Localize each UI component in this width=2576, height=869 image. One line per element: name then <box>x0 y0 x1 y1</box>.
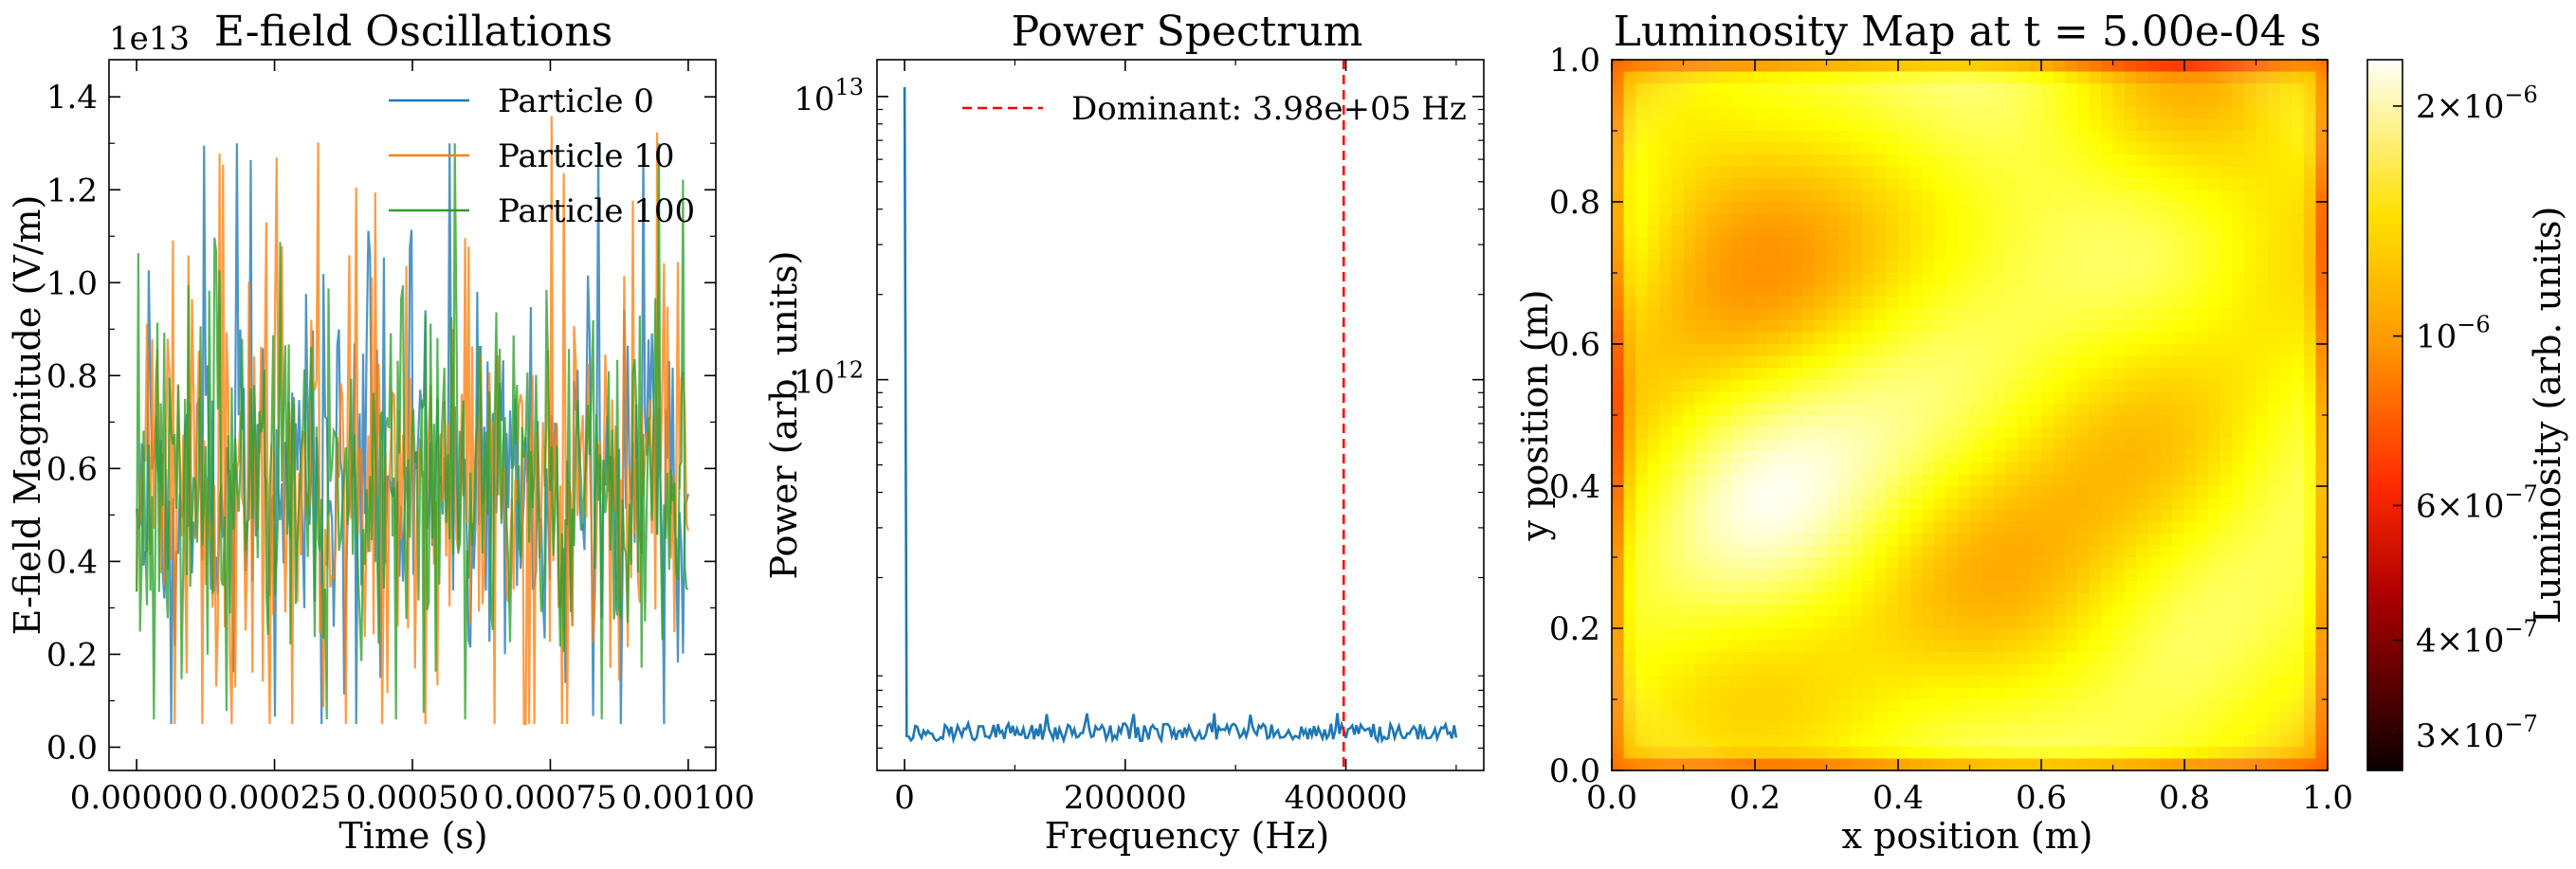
efield-y-tick-label: 0.0 <box>46 729 98 767</box>
spectrum-legend-label: Dominant: 3.98e+05 Hz <box>1071 90 1467 128</box>
luminosity-x-tick-label: 0.6 <box>2016 779 2067 817</box>
efield-title: E-field Oscillations <box>214 8 612 56</box>
luminosity-y-tick-label: 0.8 <box>1549 184 1600 222</box>
luminosity-x-tick-label: 0.0 <box>1586 779 1637 817</box>
efield-legend-label: Particle 10 <box>498 137 675 175</box>
efield-y-ticks: 0.0 0.2 0.4 0.6 0.8 1.0 1.2 1.4 <box>46 79 716 767</box>
efield-y-tick-label: 0.6 <box>46 450 98 488</box>
efield-y-tick-label: 0.8 <box>46 357 98 395</box>
colorbar-label: Luminosity (arb. units) <box>2527 207 2568 625</box>
spectrum-panel: 0 200000 400000 1012 1013 Power Spectrum Fr… <box>763 8 1485 857</box>
luminosity-y-tick-label: 0.0 <box>1549 752 1600 790</box>
efield-y-tick-label: 1.0 <box>46 264 98 302</box>
luminosity-y-axis-label: y position (m) <box>1514 290 1556 542</box>
efield-y-tick-label: 1.4 <box>46 79 98 117</box>
spectrum-series-line <box>903 86 1458 745</box>
efield-x-axis-label: Time (s) <box>338 815 487 857</box>
luminosity-y-ticks: 0.0 0.2 0.4 0.6 0.8 1.0 <box>1549 42 2328 790</box>
spectrum-series-lines <box>903 60 1458 770</box>
colorbar-tick-label: 10−6 <box>2416 312 2491 356</box>
luminosity-y-tick-label: 0.4 <box>1549 468 1600 506</box>
luminosity-x-tick-label: 0.2 <box>1729 779 1781 817</box>
heatmap-edge-shading <box>1612 60 2328 770</box>
luminosity-x-tick-label: 0.4 <box>1873 779 1924 817</box>
efield-legend-label: Particle 0 <box>498 82 654 120</box>
luminosity-heatmap <box>1612 60 2329 771</box>
luminosity-x-ticks: 0.0 0.2 0.4 0.6 0.8 1.0 <box>1586 60 2353 817</box>
colorbar-tick-label: 6×10−7 <box>2416 480 2538 525</box>
efield-x-tick-label: 0.00000 <box>70 779 204 817</box>
luminosity-y-tick-label: 0.6 <box>1549 326 1600 364</box>
efield-panel: 0.00000 0.00025 0.00050 0.00075 0.00100 0.00… <box>7 8 755 857</box>
efield-y-axis-label: E-field Magnitude (V/m) <box>7 195 48 636</box>
colorbar <box>2366 59 2403 771</box>
efield-legend: Particle 0 Particle 10 Particle 100 <box>389 82 695 230</box>
luminosity-x-tick-label: 1.0 <box>2302 779 2353 817</box>
spectrum-y-axis-label: Power (arb. units) <box>763 251 805 580</box>
luminosity-title: Luminosity Map at t = 5.00e-04 s <box>1614 8 2322 56</box>
colorbar-ticks: 2×10−6 10−6 6×10−7 4×10−7 3×10−7 <box>2393 81 2538 755</box>
efield-x-tick-label: 0.00100 <box>622 779 756 817</box>
luminosity-y-tick-label: 1.0 <box>1549 42 1600 80</box>
spectrum-x-axis-label: Frequency (Hz) <box>1045 815 1329 857</box>
luminosity-x-axis-label: x position (m) <box>1842 815 2093 857</box>
luminosity-panel: 0.0 0.2 0.4 0.6 0.8 1.0 0.0 0.2 0.4 0.6 0.8 1.0 Lu… <box>1514 8 2568 857</box>
spectrum-y-ticks: 1012 1013 <box>794 74 1484 750</box>
spectrum-x-tick-label: 400000 <box>1285 779 1408 817</box>
efield-y-tick-label: 0.4 <box>46 543 98 581</box>
efield-y-tick-label: 0.2 <box>46 636 98 674</box>
luminosity-x-tick-label: 0.8 <box>2159 779 2210 817</box>
efield-x-tick-label: 0.00025 <box>208 779 341 817</box>
efield-offset-text: 1e13 <box>109 20 190 58</box>
colorbar-tick-label: 2×10−6 <box>2416 81 2538 126</box>
spectrum-y-tick-label: 1012 <box>794 357 864 402</box>
spectrum-legend: Dominant: 3.98e+05 Hz <box>962 90 1467 128</box>
efield-y-tick-label: 1.2 <box>46 172 98 209</box>
efield-series-lines <box>136 116 689 726</box>
efield-legend-label: Particle 100 <box>498 192 695 230</box>
spectrum-plot-frame <box>876 59 1485 771</box>
spectrum-x-tick-label: 200000 <box>1064 779 1187 817</box>
spectrum-x-tick-label: 0 <box>894 779 915 817</box>
spectrum-y-tick-label: 1013 <box>794 74 864 118</box>
colorbar-tick-label: 4×10−7 <box>2416 615 2538 660</box>
spectrum-title: Power Spectrum <box>1012 8 1363 56</box>
efield-x-tick-label: 0.00075 <box>484 779 617 817</box>
efield-series-line-2 <box>136 143 689 720</box>
luminosity-y-tick-label: 0.2 <box>1549 610 1600 648</box>
colorbar-tick-label: 3×10−7 <box>2416 711 2538 755</box>
spectrum-x-ticks: 0 200000 400000 <box>894 60 1457 817</box>
efield-x-ticks: 0.00000 0.00025 0.00050 0.00075 0.00100 <box>70 60 755 817</box>
efield-x-tick-label: 0.00050 <box>346 779 480 817</box>
